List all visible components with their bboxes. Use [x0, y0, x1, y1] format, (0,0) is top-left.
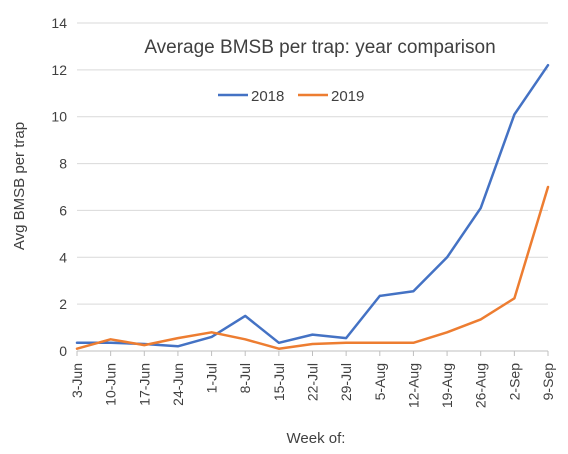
x-tick-label: 24-Jun — [170, 363, 186, 406]
legend: 2018 2019 — [218, 88, 364, 105]
x-tick-label: 17-Jun — [136, 363, 152, 406]
y-tick-label: 2 — [59, 296, 67, 312]
series-line-2019 — [75, 185, 550, 350]
x-tick-label: 26-Aug — [473, 363, 489, 408]
x-tick-label: 9-Sep — [540, 363, 556, 401]
y-axis-tick-labels: 0 2 4 6 8 10 12 14 — [51, 15, 67, 359]
series-line-2018 — [75, 63, 550, 348]
y-tick-label: 4 — [59, 249, 67, 265]
x-tick-label: 19-Aug — [439, 363, 455, 408]
y-axis-title: Avg BMSB per trap — [11, 122, 28, 250]
chart-title: Average BMSB per trap: year comparison — [144, 37, 495, 58]
x-axis-title: Week of: — [287, 430, 346, 447]
y-tick-label: 10 — [51, 109, 67, 125]
legend-label-2019: 2019 — [331, 88, 364, 105]
x-tick-label: 1-Jul — [204, 363, 220, 393]
series-lines — [75, 63, 550, 350]
x-tick-label: 2-Sep — [506, 363, 522, 401]
x-axis-tick-labels: 3-Jun 10-Jun 17-Jun 24-Jun 1-Jul 8-Jul 15-Jul 2… — [69, 363, 556, 408]
gridlines — [77, 22, 548, 305]
y-tick-label: 6 — [59, 202, 67, 218]
x-tick-label: 5-Aug — [372, 363, 388, 400]
x-tick-label: 12-Aug — [405, 363, 421, 408]
y-tick-label: 12 — [51, 62, 67, 78]
x-axis — [76, 350, 549, 356]
y-tick-label: 0 — [59, 343, 67, 359]
x-tick-label: 15-Jul — [271, 363, 287, 401]
legend-label-2018: 2018 — [251, 88, 284, 105]
y-tick-label: 8 — [59, 156, 67, 172]
x-tick-label: 10-Jun — [103, 363, 119, 406]
x-tick-label: 8-Jul — [237, 363, 253, 393]
y-tick-label: 14 — [51, 15, 67, 31]
x-tick-label: 3-Jun — [69, 363, 85, 398]
x-tick-label: 29-Jul — [338, 363, 354, 401]
x-tick-label: 22-Jul — [305, 363, 321, 401]
